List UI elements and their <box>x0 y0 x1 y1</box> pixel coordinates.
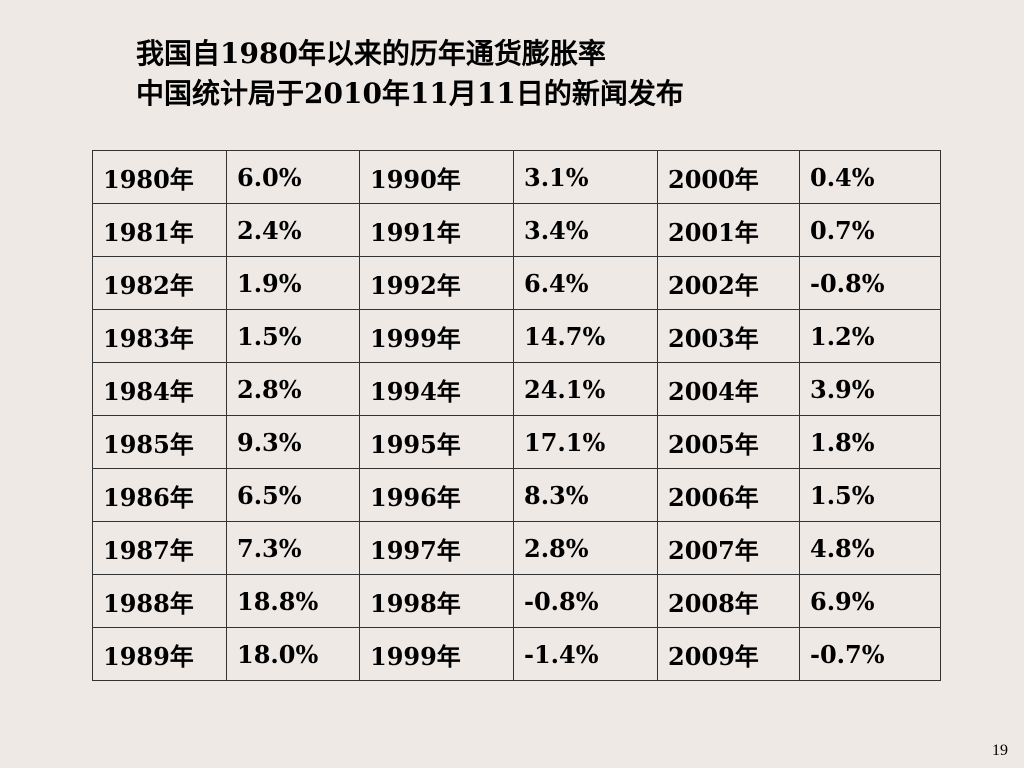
rate-cell: 17.1% <box>513 415 658 469</box>
table-row: 1988年 18.8% 1998年 -0.8% 2008年 6.9% <box>92 574 941 628</box>
table-row: 1985年 9.3% 1995年 17.1% 2005年 1.8% <box>92 415 941 469</box>
table-row: 1982年 1.9% 1992年 6.4% 2002年 -0.8% <box>92 256 941 310</box>
rate-cell: 7.3% <box>226 521 360 575</box>
table-row: 1987年 7.3% 1997年 2.8% 2007年 4.8% <box>92 521 941 575</box>
year-cell: 2004年 <box>657 362 800 416</box>
title-line-1: 我国自1980年以来的历年通货膨胀率 <box>136 37 606 70</box>
year-cell: 1983年 <box>92 309 227 363</box>
year-cell: 1985年 <box>92 415 227 469</box>
rate-cell: -1.4% <box>513 627 658 681</box>
rate-cell: 0.4% <box>799 150 941 204</box>
table-row: 1984年 2.8% 1994年 24.1% 2004年 3.9% <box>92 362 941 416</box>
year-cell: 1986年 <box>92 468 227 522</box>
year-cell: 2003年 <box>657 309 800 363</box>
page-number: 19 <box>992 742 1008 759</box>
year-cell: 1995年 <box>359 415 514 469</box>
rate-cell: 3.1% <box>513 150 658 204</box>
year-cell: 2001年 <box>657 203 800 257</box>
year-cell: 1982年 <box>92 256 227 310</box>
year-cell: 1984年 <box>92 362 227 416</box>
table-row: 1986年 6.5% 1996年 8.3% 2006年 1.5% <box>92 468 941 522</box>
year-cell: 2005年 <box>657 415 800 469</box>
table-row: 1989年 18.0% 1999年 -1.4% 2009年 -0.7% <box>92 627 941 681</box>
year-cell: 1999年 <box>359 309 514 363</box>
year-cell: 1994年 <box>359 362 514 416</box>
rate-cell: 9.3% <box>226 415 360 469</box>
rate-cell: 8.3% <box>513 468 658 522</box>
rate-cell: 4.8% <box>799 521 941 575</box>
rate-cell: 6.9% <box>799 574 941 628</box>
rate-cell: 1.2% <box>799 309 941 363</box>
year-cell: 2002年 <box>657 256 800 310</box>
rate-cell: 18.8% <box>226 574 360 628</box>
year-cell: 1987年 <box>92 521 227 575</box>
rate-cell: 18.0% <box>226 627 360 681</box>
rate-cell: 2.4% <box>226 203 360 257</box>
year-cell: 2006年 <box>657 468 800 522</box>
rate-cell: 2.8% <box>226 362 360 416</box>
year-cell: 1988年 <box>92 574 227 628</box>
year-cell: 1999年 <box>359 627 514 681</box>
inflation-table: 1980年 6.0% 1990年 3.1% 2000年 0.4% 1981年 2.4% 1991… <box>92 150 941 681</box>
year-cell: 1990年 <box>359 150 514 204</box>
year-cell: 2007年 <box>657 521 800 575</box>
table-row: 1980年 6.0% 1990年 3.1% 2000年 0.4% <box>92 150 941 204</box>
rate-cell: 6.4% <box>513 256 658 310</box>
title-line-2: 中国统计局于2010年11月11日的新闻发布 <box>136 77 684 110</box>
year-cell: 1981年 <box>92 203 227 257</box>
rate-cell: 14.7% <box>513 309 658 363</box>
year-cell: 2000年 <box>657 150 800 204</box>
rate-cell: 6.5% <box>226 468 360 522</box>
year-cell: 1996年 <box>359 468 514 522</box>
year-cell: 1998年 <box>359 574 514 628</box>
year-cell: 1991年 <box>359 203 514 257</box>
rate-cell: -0.8% <box>513 574 658 628</box>
table-body: 1980年 6.0% 1990年 3.1% 2000年 0.4% 1981年 2.4% 1991… <box>92 150 941 681</box>
rate-cell: 24.1% <box>513 362 658 416</box>
year-cell: 1980年 <box>92 150 227 204</box>
rate-cell: -0.8% <box>799 256 941 310</box>
year-cell: 2009年 <box>657 627 800 681</box>
slide-title: 我国自1980年以来的历年通货膨胀率 中国统计局于2010年11月11日的新闻发… <box>136 34 684 114</box>
rate-cell: 3.9% <box>799 362 941 416</box>
rate-cell: 1.5% <box>799 468 941 522</box>
table-row: 1983年 1.5% 1999年 14.7% 2003年 1.2% <box>92 309 941 363</box>
year-cell: 2008年 <box>657 574 800 628</box>
rate-cell: 0.7% <box>799 203 941 257</box>
rate-cell: 1.9% <box>226 256 360 310</box>
rate-cell: 6.0% <box>226 150 360 204</box>
rate-cell: -0.7% <box>799 627 941 681</box>
rate-cell: 1.5% <box>226 309 360 363</box>
table-row: 1981年 2.4% 1991年 3.4% 2001年 0.7% <box>92 203 941 257</box>
rate-cell: 2.8% <box>513 521 658 575</box>
year-cell: 1997年 <box>359 521 514 575</box>
rate-cell: 3.4% <box>513 203 658 257</box>
year-cell: 1989年 <box>92 627 227 681</box>
rate-cell: 1.8% <box>799 415 941 469</box>
year-cell: 1992年 <box>359 256 514 310</box>
